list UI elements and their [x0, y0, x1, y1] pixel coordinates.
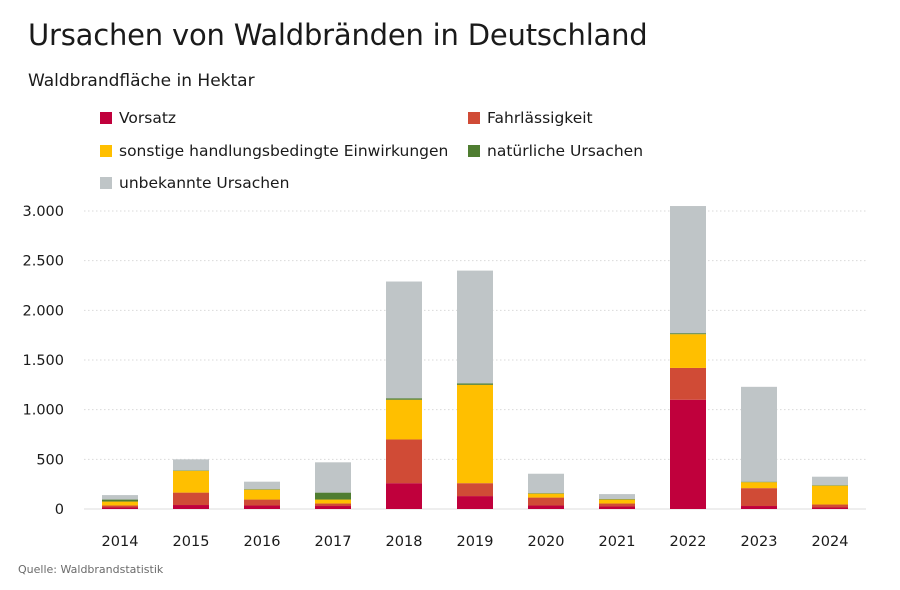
y-tick-label-0: 0 [55, 502, 64, 518]
bar-2015-series-2 [173, 470, 209, 493]
bar-2016-series-4 [244, 481, 280, 490]
legend-swatch-natuerlich [468, 145, 480, 157]
x-tick-label-2023: 2023 [741, 534, 778, 550]
bar-2017-series-4 [315, 462, 351, 493]
bar-2018-series-2 [386, 399, 422, 440]
legend-label-vorsatz: Vorsatz [119, 109, 177, 127]
y-tick-label-500: 500 [36, 452, 64, 468]
chart-title: Ursachen von Waldbränden in Deutschland [28, 18, 648, 52]
source-note: Quelle: Waldbrandstatistik [18, 563, 164, 576]
bar-2019-series-3 [457, 383, 493, 385]
bar-2017-series-0 [315, 506, 351, 509]
bar-2015-series-4 [173, 459, 209, 471]
bar-2015-series-0 [173, 505, 209, 509]
bar-2020-series-2 [528, 493, 564, 498]
bar-2021-series-0 [599, 506, 635, 509]
legend-label-unbekannt: unbekannte Ursachen [119, 174, 290, 192]
bar-2023-series-1 [741, 488, 777, 507]
y-tick-label-2000: 2.000 [22, 303, 64, 319]
legend-label-fahrlaessigkeit: Fahrlässigkeit [487, 109, 593, 127]
bar-2023-series-4 [741, 386, 777, 482]
y-tick-label-2500: 2.500 [22, 254, 64, 270]
bar-2021-series-1 [599, 503, 635, 507]
bar-2019-series-0 [457, 496, 493, 509]
bar-2017-series-3 [315, 492, 351, 500]
legend-item-natuerlich: natürliche Ursachen [468, 142, 643, 160]
bar-2024-series-1 [812, 504, 848, 508]
bar-2024-series-2 [812, 485, 848, 505]
bar-2021-series-2 [599, 499, 635, 504]
y-tick-label-1000: 1.000 [22, 403, 64, 419]
bar-2020-series-1 [528, 497, 564, 506]
bar-2020-series-4 [528, 473, 564, 494]
bar-2014-series-0 [102, 507, 138, 509]
legend-item-vorsatz: Vorsatz [100, 109, 176, 127]
legend-item-sonstige: sonstige handlungsbedingte Einwirkungen [100, 142, 448, 160]
bar-2023-series-0 [741, 506, 777, 509]
x-tick-label-2016: 2016 [244, 534, 281, 550]
bar-2024-series-0 [812, 507, 848, 509]
x-tick-label-2017: 2017 [315, 534, 352, 550]
bar-2017-series-1 [315, 503, 351, 507]
bar-2022-series-2 [670, 334, 706, 368]
y-tick-label-1500: 1.500 [22, 353, 64, 369]
bar-2019-series-4 [457, 270, 493, 384]
x-tick-label-2024: 2024 [812, 534, 849, 550]
bar-2014-series-4 [102, 495, 138, 500]
x-tick-label-2021: 2021 [599, 534, 636, 550]
bar-2022-series-1 [670, 367, 706, 400]
bar-2024-series-4 [812, 476, 848, 486]
x-tick-label-2020: 2020 [528, 534, 565, 550]
y-tick-label-3000: 3.000 [22, 204, 64, 220]
x-tick-label-2022: 2022 [670, 534, 707, 550]
bar-2019-series-2 [457, 384, 493, 484]
bar-2016-series-2 [244, 489, 280, 500]
x-tick-label-2018: 2018 [386, 534, 423, 550]
bar-2022-series-3 [670, 333, 706, 335]
bar-2018-series-1 [386, 439, 422, 484]
x-tick-label-2014: 2014 [102, 534, 139, 550]
legend-label-sonstige: sonstige handlungsbedingte Einwirkungen [119, 142, 449, 160]
bar-2022-series-4 [670, 206, 706, 334]
bar-2019-series-1 [457, 483, 493, 497]
bar-2014-series-2 [102, 501, 138, 506]
bar-2014-series-1 [102, 505, 138, 508]
legend-swatch-fahrlaessigkeit [468, 112, 480, 124]
legend-swatch-unbekannt [100, 177, 112, 189]
bar-2020-series-0 [528, 505, 564, 509]
legend-swatch-vorsatz [100, 112, 112, 124]
bar-2018-series-4 [386, 281, 422, 399]
legend-item-unbekannt: unbekannte Ursachen [100, 174, 289, 192]
bar-2018-series-0 [386, 483, 422, 509]
bar-2023-series-2 [741, 482, 777, 489]
x-tick-label-2019: 2019 [457, 534, 494, 550]
bar-2015-series-1 [173, 492, 209, 506]
bar-2016-series-1 [244, 499, 280, 506]
chart-subtitle: Waldbrandfläche in Hektar [28, 71, 255, 91]
bar-2017-series-2 [315, 499, 351, 504]
bar-2014-series-3 [102, 499, 138, 502]
bar-2022-series-0 [670, 399, 706, 509]
legend-item-fahrlaessigkeit: Fahrlässigkeit [468, 109, 593, 127]
bar-2021-series-4 [599, 494, 635, 500]
bar-2018-series-3 [386, 398, 422, 400]
bar-2016-series-0 [244, 505, 280, 509]
legend-label-natuerlich: natürliche Ursachen [487, 142, 644, 160]
x-tick-label-2015: 2015 [173, 534, 210, 550]
legend-swatch-sonstige [100, 145, 112, 157]
